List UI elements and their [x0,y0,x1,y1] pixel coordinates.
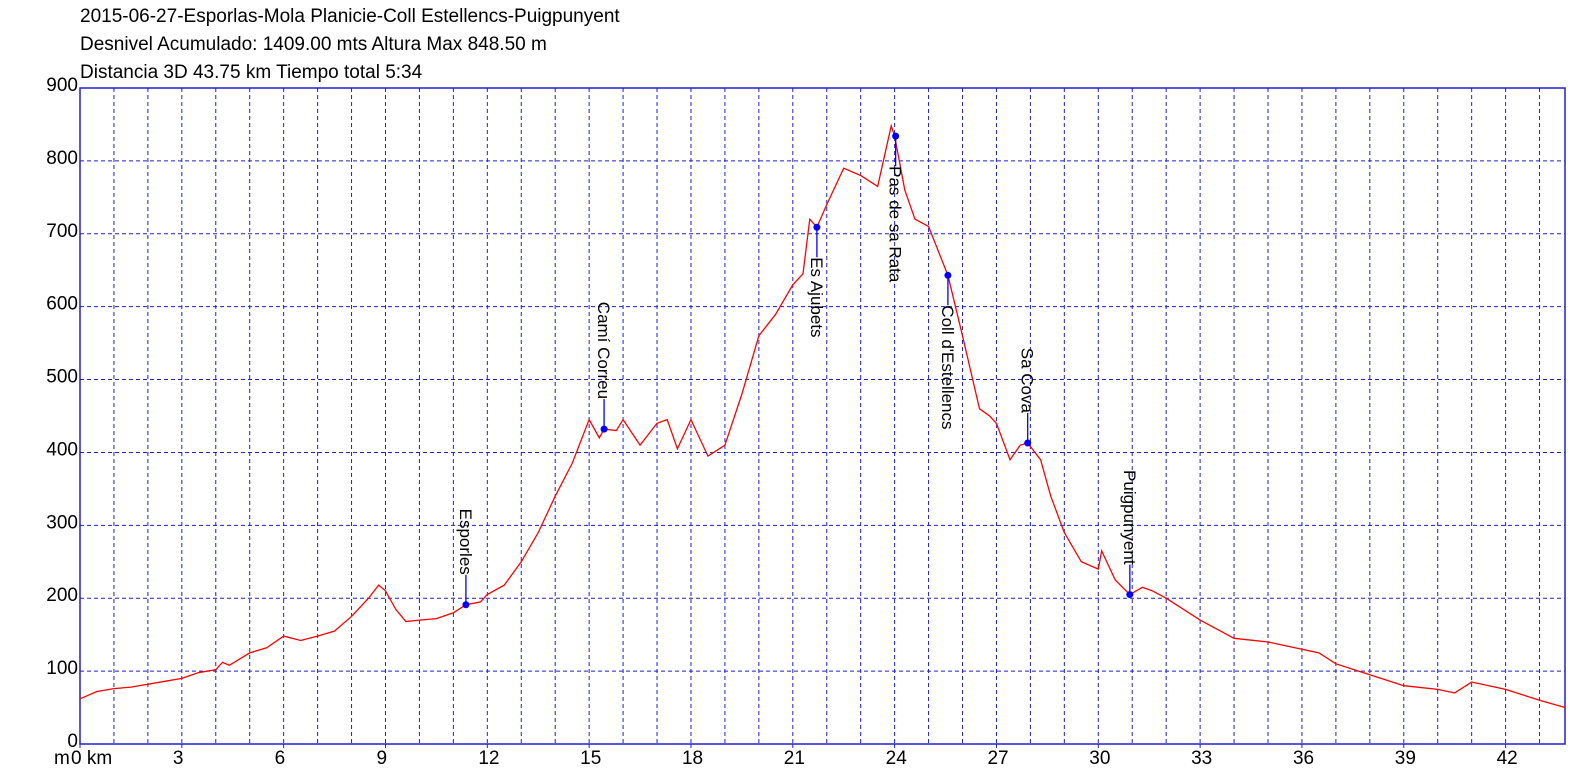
y-tick-label: 500 [46,367,78,388]
x-tick-label: 21 [784,748,805,769]
x-tick-label: 0 km [71,748,112,769]
y-tick-label: 400 [46,439,78,460]
waypoint-label: Sa Cova [1018,348,1037,414]
x-tick-label: 42 [1497,748,1518,769]
y-tick-label: 800 [46,148,78,169]
waypoint [462,601,470,609]
y-tick-label: 200 [46,585,78,606]
x-tick-label: 12 [478,748,499,769]
x-tick-label: 36 [1293,748,1314,769]
waypoint-label: Pas de sa Rata [886,166,905,283]
waypoint [813,223,821,231]
x-tick-label: 9 [376,748,387,769]
waypoint [1024,439,1032,447]
waypoint [600,425,608,433]
x-tick-label: 30 [1089,748,1110,769]
chart-subtitle: Distancia 3D 43.75 km Tiempo total 5:34 [80,62,423,83]
x-tick-label: 15 [580,748,601,769]
waypoint [1126,591,1134,599]
chart-title: 2015-06-27-Esporlas-Mola Planicie-Coll E… [80,6,620,27]
waypoint-label: Esporles [456,509,475,575]
y-tick-label: 900 [46,75,78,96]
x-tick-label: 3 [173,748,184,769]
waypoint-label: Camí Correu [594,302,613,399]
y-tick-label: 600 [46,294,78,315]
waypoint-label: Puigpunyent [1120,470,1139,565]
plot-frame [79,87,1566,745]
waypoint [892,132,900,140]
y-axis-label: m [54,748,70,769]
x-tick-label: 33 [1191,748,1212,769]
x-tick-label: 39 [1395,748,1416,769]
y-tick-label: 100 [46,658,78,679]
chart-subtitle: Desnivel Acumulado: 1409.00 mts Altura M… [80,34,547,55]
y-tick-label: 0 [67,731,78,752]
x-tick-label: 27 [987,748,1008,769]
x-tick-label: 6 [275,748,286,769]
y-tick-label: 700 [46,221,78,242]
waypoint-label: Es Ajubets [807,257,826,337]
y-tick-label: 300 [46,512,78,533]
x-tick-label: 24 [886,748,908,769]
elevation-line [79,123,1566,709]
waypoint [944,271,952,279]
x-tick-label: 18 [682,748,703,769]
waypoint-label: Coll d'Estellencs [938,305,957,429]
